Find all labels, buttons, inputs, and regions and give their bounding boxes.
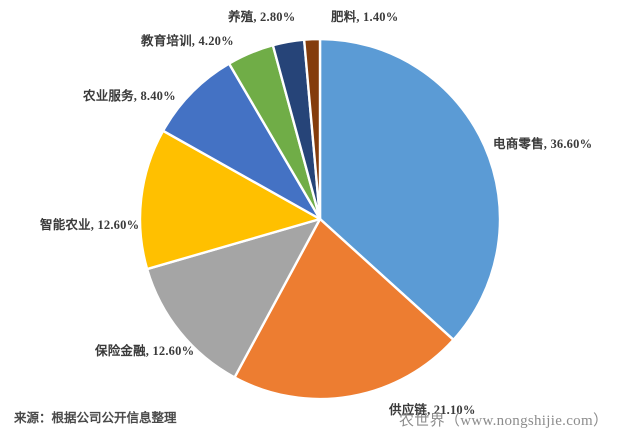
pie-slice-label: 养殖, 2.80% <box>228 10 296 24</box>
pie-slice-label: 智能农业, 12.60% <box>40 218 140 232</box>
pie-slice-group <box>138 37 502 401</box>
pie-slice-label: 保险金融, 12.60% <box>95 344 195 358</box>
pie-slice-label: 肥料, 1.40% <box>331 10 399 24</box>
pie-slice[interactable] <box>302 37 322 221</box>
pie-slice[interactable] <box>138 129 322 271</box>
pie-slice[interactable] <box>233 217 455 401</box>
pie-slice[interactable] <box>318 37 502 342</box>
pie-slice-label: 教育培训, 4.20% <box>141 34 234 48</box>
pie-slice[interactable] <box>161 62 322 221</box>
pie-slice[interactable] <box>145 217 322 379</box>
pie-slice-label: 农业服务, 8.40% <box>83 89 176 103</box>
pie-slice-label: 供应链, 21.10% <box>389 403 476 417</box>
site-watermark: 农世界（www.nongshijie.com） <box>399 413 609 429</box>
pie-slice-label: 电商零售, 36.60% <box>493 137 593 151</box>
source-note: 来源：根据公司公开信息整理 <box>14 411 177 425</box>
